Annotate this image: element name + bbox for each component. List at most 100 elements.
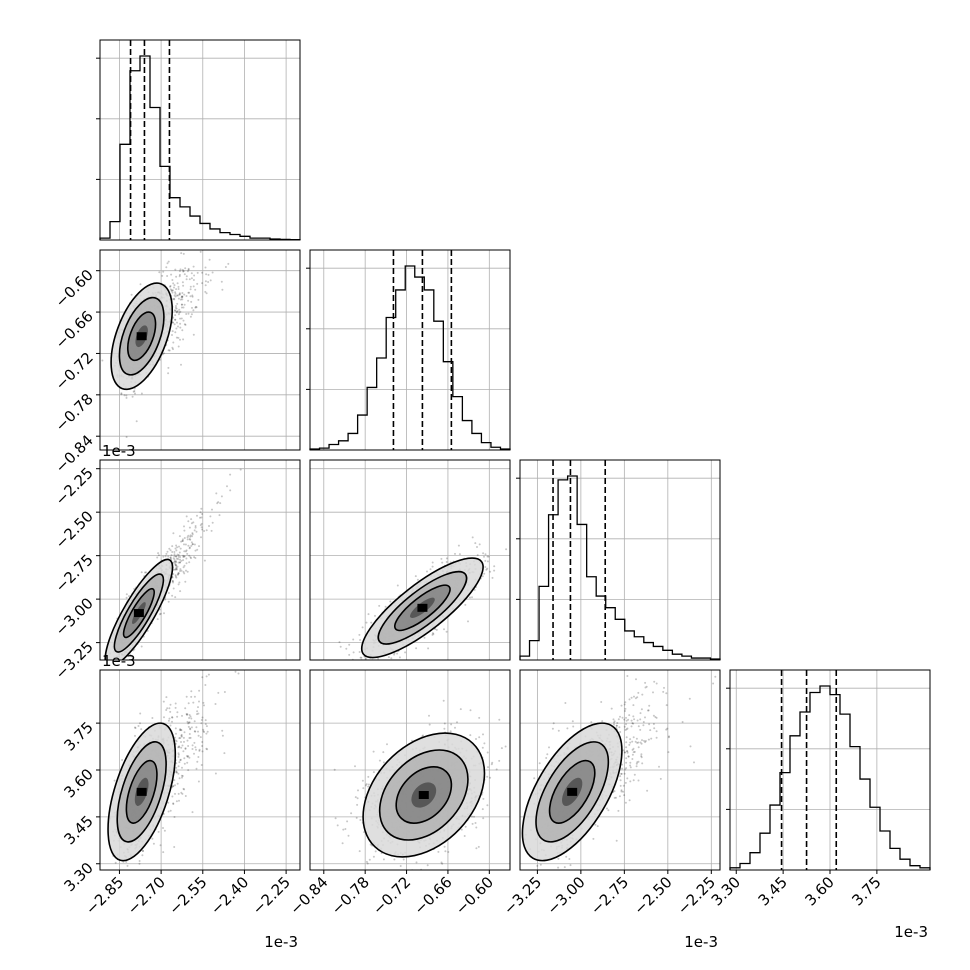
scatter-point (208, 258, 211, 261)
scatter-point (193, 543, 196, 546)
scatter-point (180, 363, 182, 366)
scatter-point (181, 298, 184, 301)
scatter-point (173, 568, 175, 571)
scatter-point (180, 774, 183, 777)
scatter-point (120, 392, 123, 395)
scatter-point (182, 284, 185, 287)
scatter-point (201, 716, 204, 719)
scatter-point (415, 647, 418, 650)
scatter-point (487, 555, 490, 558)
scatter-point (125, 394, 128, 397)
scatter-point (172, 587, 175, 590)
scatter-point (188, 733, 191, 735)
scatter-point (172, 282, 175, 285)
scatter-point (464, 603, 467, 606)
scatter-point (174, 562, 177, 565)
scatter-point (365, 621, 368, 624)
scatter-point (209, 279, 212, 282)
scatter-point (162, 270, 165, 273)
scatter-point (114, 861, 117, 864)
scatter-point (208, 525, 210, 527)
scatter-point (180, 791, 183, 794)
scatter-point (215, 492, 218, 495)
scatter-point (443, 722, 446, 725)
scatter-point (171, 720, 173, 723)
scatter-point (177, 573, 180, 576)
scatter-point (481, 746, 484, 749)
scatter-point (189, 288, 192, 291)
scatter-point (179, 558, 181, 561)
scatter-point (175, 740, 178, 743)
scatter-point (179, 547, 182, 550)
scatter-point (190, 690, 193, 693)
scatter-point (171, 594, 174, 597)
scatter-point (180, 729, 183, 732)
scatter-point (426, 570, 428, 573)
scatter-point (175, 771, 178, 774)
scatter-point (197, 706, 199, 709)
scatter-point (370, 621, 373, 624)
scatter-point (190, 726, 193, 729)
scatter-point (151, 837, 154, 840)
scatter-point (195, 306, 198, 309)
scatter-point (181, 775, 184, 777)
scatter-point (190, 313, 193, 316)
scatter-point (374, 614, 376, 617)
scatter-point (151, 717, 154, 719)
scatter-point (171, 545, 174, 548)
scatter-point (188, 546, 191, 549)
scatter-point (188, 547, 191, 550)
scatter-point (183, 757, 186, 760)
scatter-point (191, 748, 194, 750)
scatter-point (182, 338, 185, 341)
scatter-point (201, 745, 204, 747)
scatter-point (174, 268, 177, 271)
scatter-point (171, 795, 174, 798)
scatter-point (175, 307, 178, 310)
scatter-point (180, 559, 183, 562)
scatter-point (176, 553, 179, 556)
scatter-point (389, 600, 392, 603)
scatter-point (454, 552, 456, 555)
scatter-point (187, 544, 190, 547)
scatter-point (196, 760, 199, 763)
scatter-point (178, 737, 181, 740)
scatter-point (106, 679, 108, 681)
hist-panel-0 (96, 39, 301, 241)
scatter-point (216, 502, 219, 505)
scatter-point (140, 728, 143, 731)
scatter-point (192, 279, 195, 281)
scatter-point (167, 801, 170, 804)
scatter-point (206, 748, 209, 751)
scatter-point (207, 273, 210, 276)
scatter-point (245, 665, 247, 667)
scatter-point (367, 613, 370, 616)
scatter-point (162, 827, 164, 829)
scatter-point (174, 568, 177, 571)
scatter-point (179, 326, 182, 329)
panel-frame (99, 39, 301, 241)
scatter-point (176, 715, 179, 718)
scatter-point (193, 730, 196, 733)
scatter-point (171, 298, 174, 301)
scatter-point (167, 810, 170, 813)
density-peak (136, 787, 147, 796)
scatter-point (188, 737, 191, 739)
scatter-point (475, 826, 478, 829)
scatter-point (181, 292, 184, 294)
scatter-point (138, 862, 141, 865)
scatter-point (175, 549, 178, 552)
scatter-point (178, 311, 181, 314)
scatter-point (358, 850, 361, 853)
scatter-point (186, 755, 189, 758)
scatter-point (182, 319, 185, 322)
scatter-point (195, 726, 198, 729)
scatter-point (175, 560, 177, 563)
scatter-point (158, 271, 161, 274)
scatter-point (429, 568, 432, 571)
scatter-point (187, 534, 190, 537)
panel-frame (99, 459, 301, 661)
scatter-point (176, 282, 179, 285)
scatter-point (178, 275, 181, 278)
scatter-point (393, 858, 396, 861)
